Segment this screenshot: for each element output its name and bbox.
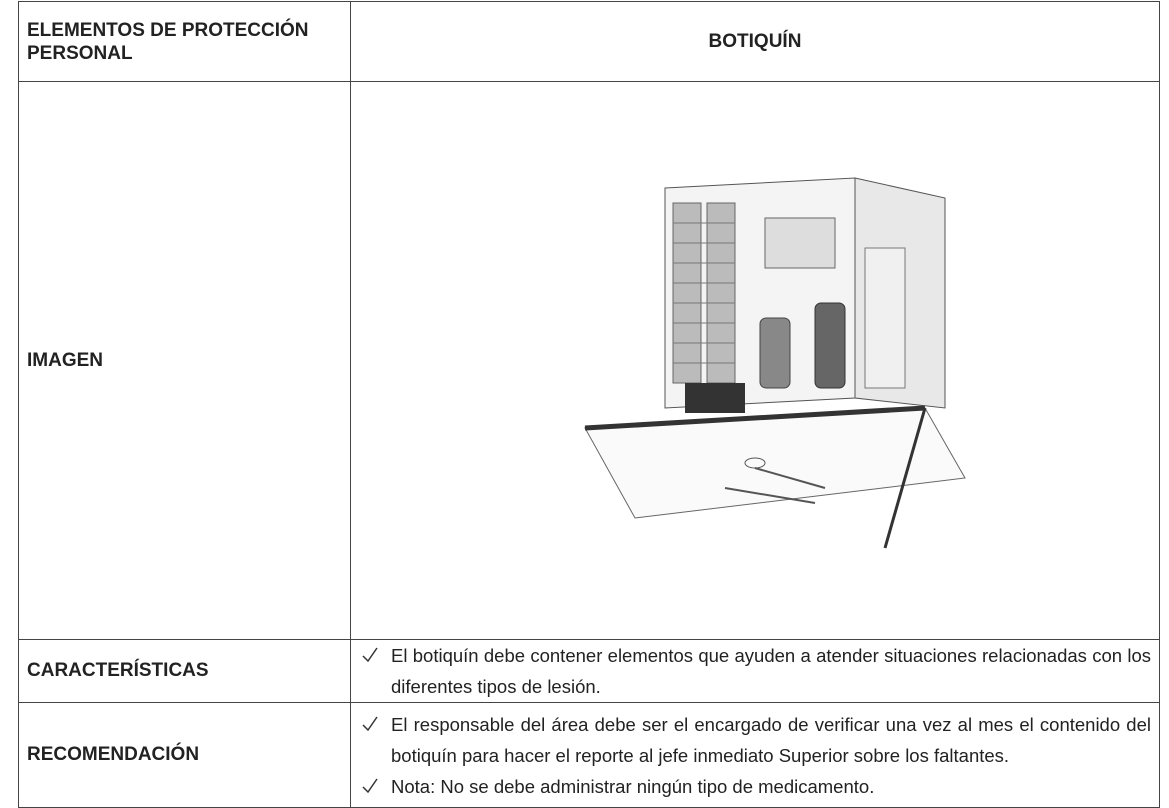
first-aid-kit-illustration bbox=[584, 177, 966, 549]
bullet-item: Nota: No se debe administrar ningún tipo… bbox=[359, 771, 1151, 802]
items-cell: El botiquín debe contener elementos que … bbox=[350, 639, 1160, 703]
row-label: CARACTERÍSTICAS bbox=[18, 639, 351, 703]
row-label: RECOMENDACIÓN bbox=[18, 702, 351, 808]
items-cell: El responsable del área debe ser el enca… bbox=[350, 702, 1160, 808]
row-label: IMAGEN bbox=[18, 81, 351, 640]
image-row: IMAGEN bbox=[18, 81, 1160, 640]
image-cell bbox=[350, 81, 1160, 640]
characteristics-row: CARACTERÍSTICAS El botiquín debe contene… bbox=[18, 639, 1160, 703]
header-cell: BOTIQUÍN bbox=[350, 1, 1160, 82]
ppe-table: ELEMENTOS DE PROTECCIÓN PERSONAL BOTIQUÍ… bbox=[18, 1, 1160, 808]
item-text: El responsable del área debe ser el enca… bbox=[391, 713, 1151, 766]
check-mark bbox=[362, 778, 378, 793]
bullet-item: El responsable del área debe ser el enca… bbox=[359, 709, 1151, 771]
check-mark bbox=[362, 647, 378, 663]
check-mark bbox=[362, 716, 378, 731]
item-text: Nota: No se debe administrar ningún tipo… bbox=[391, 775, 875, 797]
item-text: El botiquín debe contener elementos que … bbox=[391, 645, 1151, 697]
bullet-item: El botiquín debe contener elementos que … bbox=[359, 640, 1151, 702]
header-row: ELEMENTOS DE PROTECCIÓN PERSONAL BOTIQUÍ… bbox=[18, 1, 1160, 82]
recommendation-row: RECOMENDACIÓN El responsable del área de… bbox=[18, 702, 1160, 808]
header-cell: ELEMENTOS DE PROTECCIÓN PERSONAL bbox=[18, 1, 351, 82]
